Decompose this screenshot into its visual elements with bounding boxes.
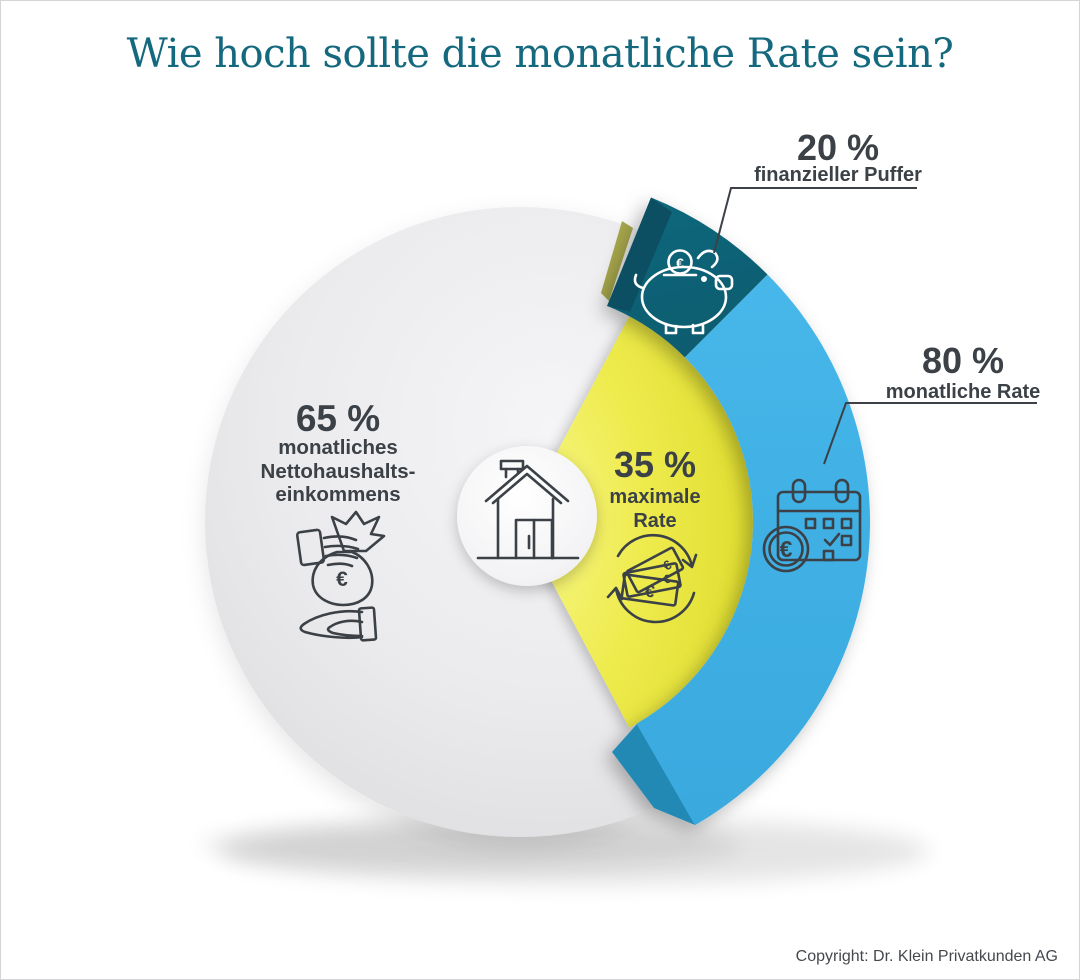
monthly-rate-name: monatliche Rate — [886, 381, 1040, 403]
calendar-euro-icon: € — [762, 478, 862, 573]
income-percent: 65 % — [296, 398, 380, 439]
label-max-rate: 35 % maximale Rate — [609, 444, 700, 532]
euro-symbol: € — [336, 568, 348, 591]
monthly-rate-percent: 80 % — [922, 340, 1004, 381]
buffer-percent: 20 % — [797, 127, 879, 168]
segment-yellow-35 — [520, 316, 753, 728]
center-house-badge — [457, 446, 597, 586]
leader-line-monthly-rate — [823, 402, 1037, 465]
ring-segment-blue-80 — [636, 274, 871, 826]
piggy-bank-icon: € — [633, 249, 734, 335]
blue-fold — [612, 724, 695, 825]
chart-title: Wie hoch sollte die monatliche Rate sein… — [127, 31, 954, 77]
ground-shadow — [200, 817, 930, 885]
teal-fold — [607, 197, 672, 312]
fold-sliver — [601, 221, 633, 301]
leader-line-buffer — [713, 187, 917, 254]
max-rate-line2: Rate — [633, 510, 676, 532]
euro-symbol: € — [780, 536, 793, 562]
copyright-text: Copyright: Dr. Klein Privatkunden AG — [796, 948, 1058, 965]
open-hand-icon — [299, 606, 378, 642]
euro-symbol: € — [676, 255, 684, 271]
euro-symbol: € — [644, 581, 657, 601]
max-rate-line1: maximale — [609, 486, 700, 508]
label-monthly-rate: 80 % monatliche Rate — [823, 340, 1040, 465]
buffer-name: finanzieller Puffer — [754, 164, 922, 186]
max-rate-percent: 35 % — [614, 444, 696, 485]
house-icon — [476, 459, 580, 560]
outer-ring — [607, 197, 871, 826]
label-income: 65 % monatliches Nettohaushalts- einkomm… — [261, 398, 416, 506]
label-buffer: 20 % finanzieller Puffer — [713, 127, 922, 254]
money-bag-hand-icon: € — [295, 510, 386, 607]
income-line2: Nettohaushalts- — [261, 460, 416, 483]
banknotes-cycle-icon: € € € — [606, 533, 698, 624]
income-line1: monatliches — [278, 436, 398, 459]
pie-chart: 65 % monatliches Nettohaushalts- einkomm… — [205, 197, 871, 837]
income-line3: einkommens — [275, 483, 400, 506]
